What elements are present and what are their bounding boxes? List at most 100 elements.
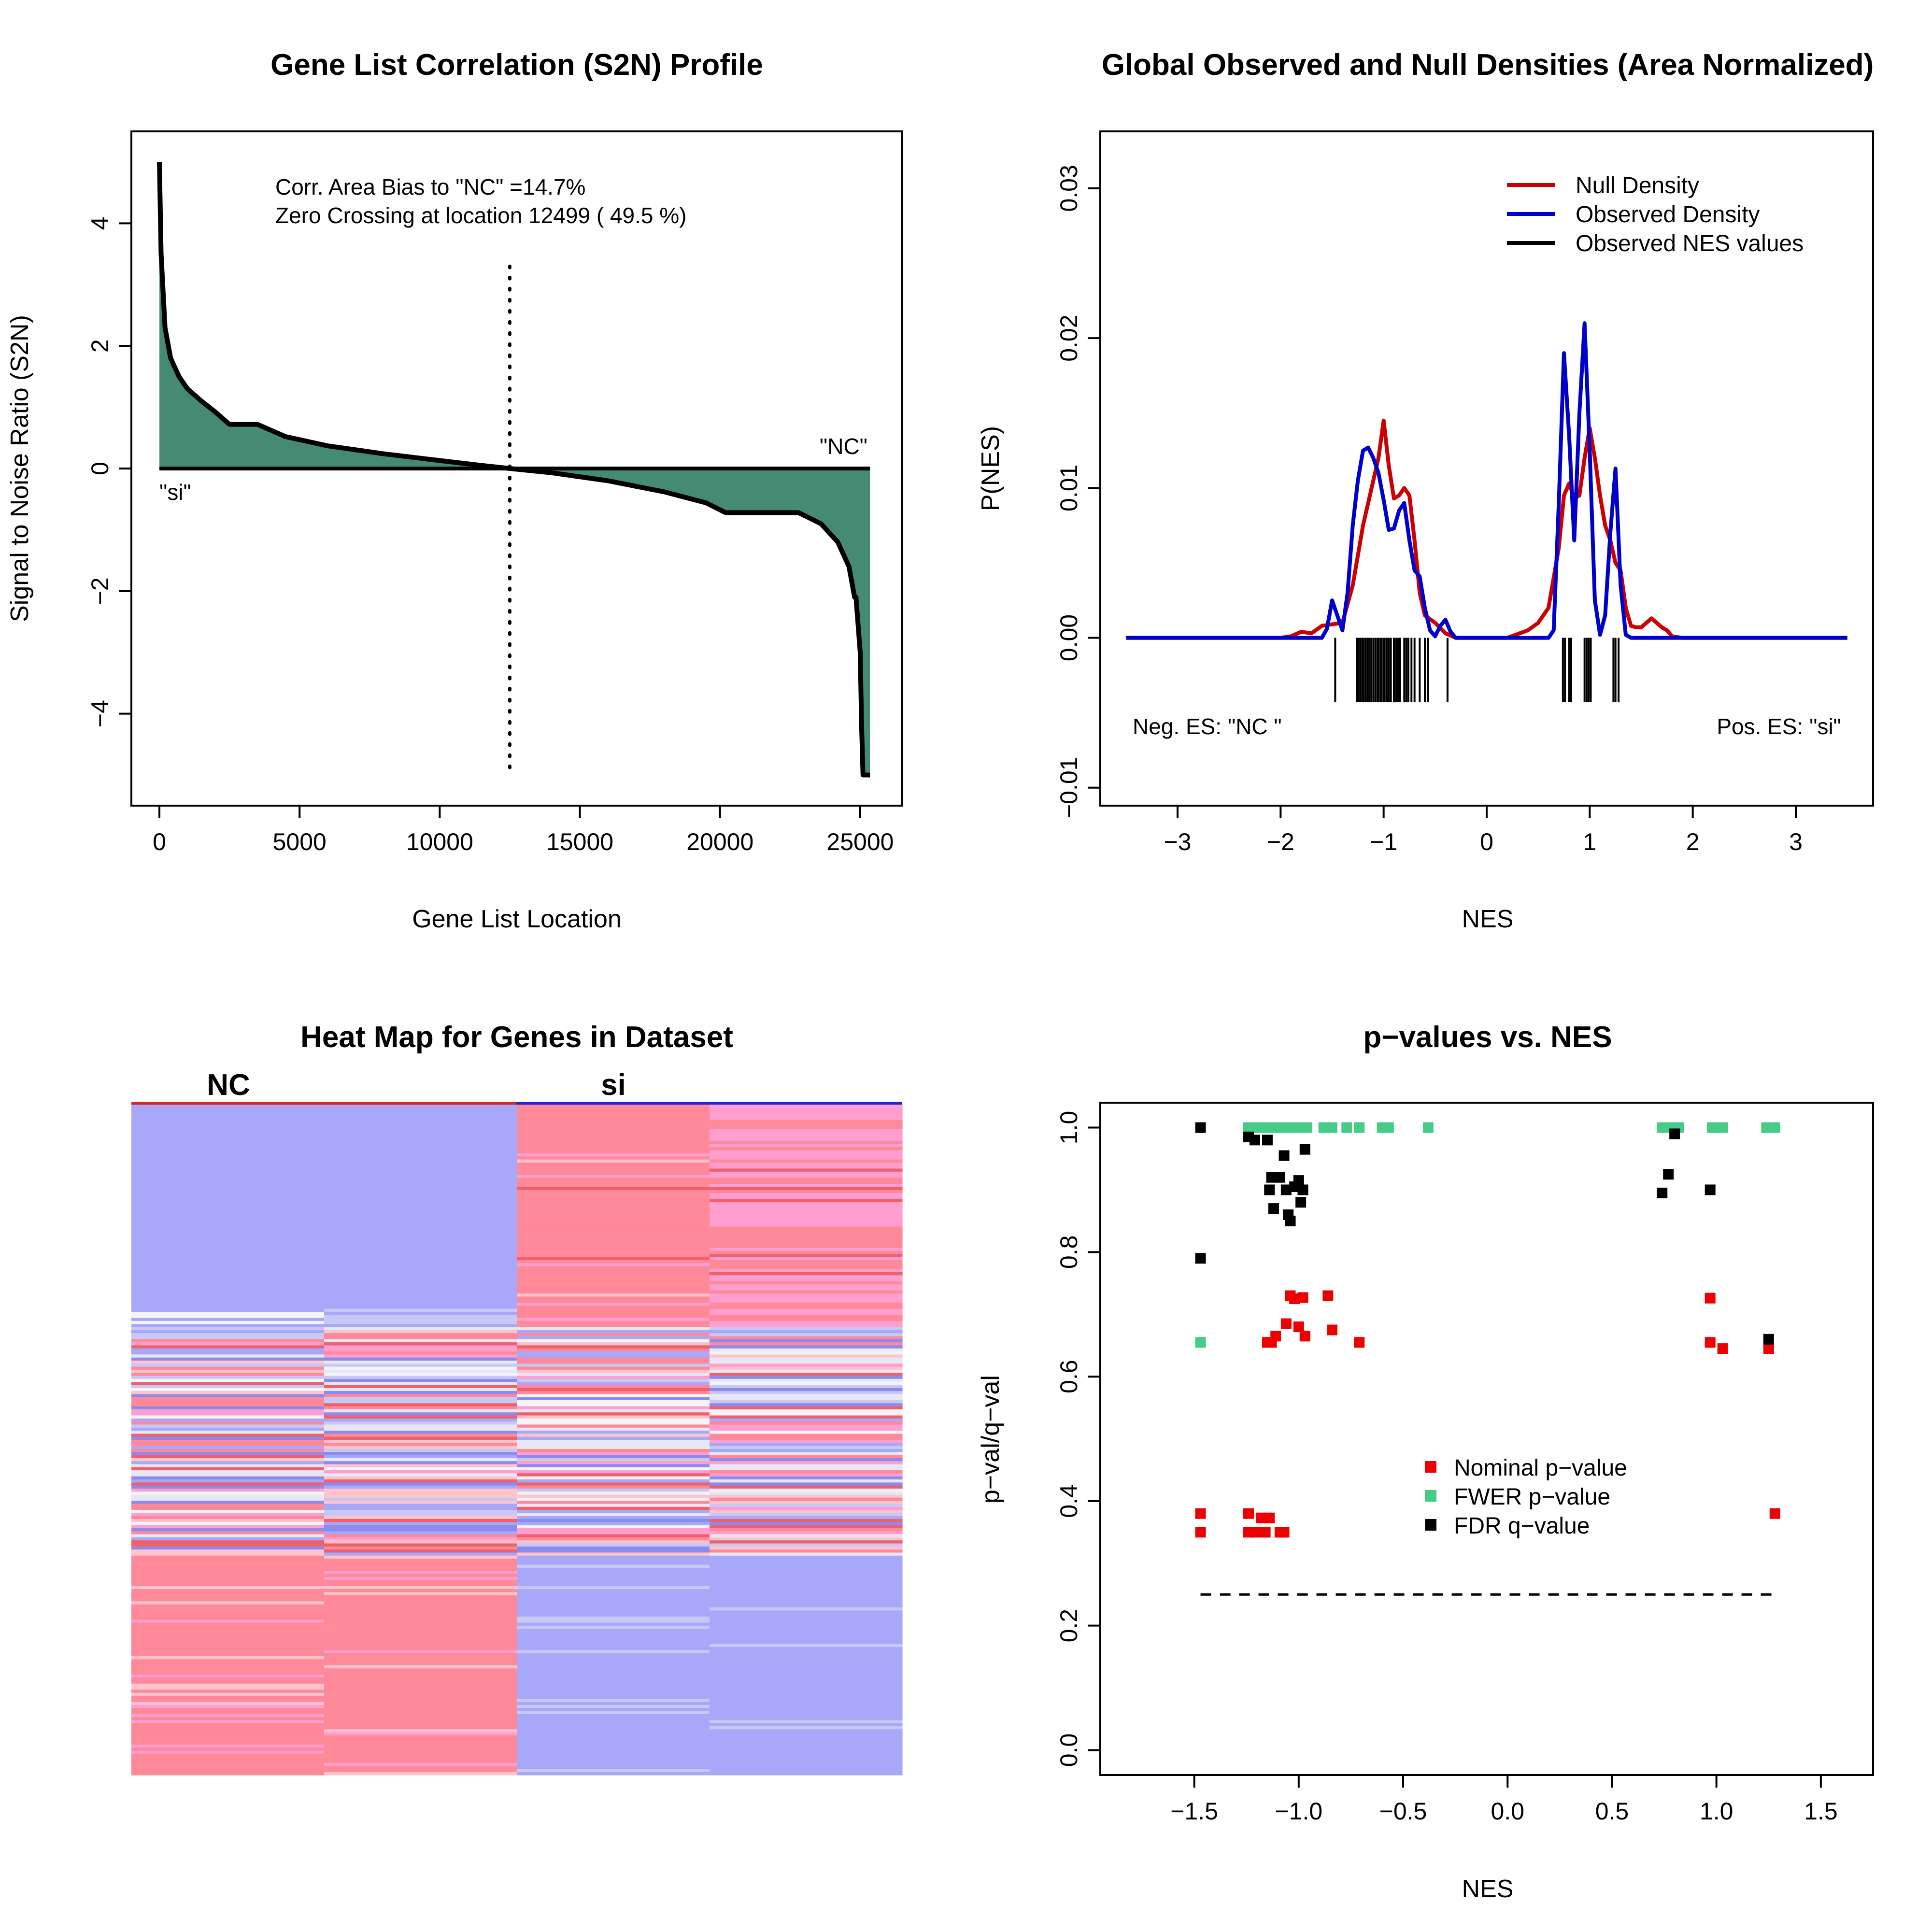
heatmap-cell [131,1250,325,1254]
heatmap-cell [324,1187,517,1191]
heatmap-cell [710,1540,903,1544]
heatmap-cell [710,1494,903,1498]
heatmap-cell [324,1193,517,1196]
heatmap-cell [517,1275,710,1279]
heatmap-cell [517,1650,710,1654]
density-y-label: P(NES) [977,426,1005,511]
heatmap-cell [131,1303,325,1306]
heatmap-cell [710,1272,903,1276]
heatmap-cell [710,1668,903,1672]
heatmap-cell [131,1467,325,1471]
heatmap-cell [131,1113,325,1117]
s2n-x-tick-label: 0 [153,828,166,855]
density-y-tick-label: 0.00 [1055,614,1082,661]
heatmap-cell [131,1226,325,1230]
heatmap-cell [517,1564,710,1568]
heatmap-cell [710,1110,903,1114]
heatmap-cell [324,1467,517,1471]
heatmap-cell [324,1168,517,1172]
heatmap-cell [710,1757,903,1761]
heatmap-cell [131,1308,325,1312]
heatmap-cell [131,1254,325,1258]
fwer-pvalue-point [1251,1122,1263,1133]
heatmap-cell [131,1671,325,1675]
heatmap-cell [710,1105,903,1108]
legend-fdr-swatch [1425,1519,1436,1531]
heatmap-cell [131,1714,325,1718]
heatmap-cell [324,1625,517,1629]
heatmap-cell [517,1540,710,1544]
heatmap-cell [710,1175,903,1179]
heatmap-cell [710,1357,903,1361]
heatmap-cell [131,1245,325,1249]
heatmap-cell [710,1333,903,1337]
heatmap-cell [131,1223,325,1227]
heatmap-cell [710,1278,903,1282]
heatmap-cell [324,1540,517,1544]
heatmap-cell [710,1653,903,1657]
heatmap-cell [710,1528,903,1532]
heatmap-cell [517,1671,710,1675]
heatmap-cell [324,1659,517,1663]
heatmap-cell [324,1695,517,1699]
heatmap-cell [710,1296,903,1300]
heatmap-cell [517,1245,710,1249]
heatmap-cell [131,1601,325,1605]
heatmap-cell [517,1647,710,1650]
fdr-qvalue-point [1268,1203,1279,1214]
heatmap-cell [131,1208,325,1212]
heatmap-cell [517,1440,710,1443]
heatmap-cell [131,1705,325,1708]
heatmap-cell [710,1769,903,1773]
heatmap-cell [131,1452,325,1456]
heatmap-cell [324,1555,517,1559]
heatmap-cell [710,1376,903,1379]
s2n-x-tick-label: 15000 [546,828,613,855]
heatmap-cell [131,1753,325,1757]
heatmap-cell [131,1613,325,1617]
heatmap-cell [710,1650,903,1654]
heatmap-cell [131,1501,325,1505]
heatmap-cell [324,1464,517,1468]
s2n-y-tick-label: 2 [86,339,114,353]
heatmap-cell [710,1625,903,1629]
heatmap-cell [517,1278,710,1282]
heatmap-cell [131,1692,325,1696]
heatmap-cell [324,1162,517,1166]
heatmap-cell [517,1168,710,1172]
heatmap-cell [517,1434,710,1437]
heatmap-cell [710,1129,903,1133]
heatmap-cell [131,1650,325,1654]
heatmap-cell [131,1677,325,1681]
heatmap-cell [710,1720,903,1724]
heatmap-cell [517,1378,710,1382]
heatmap-cell [131,1351,325,1355]
fdr-qvalue-point [1663,1169,1674,1180]
heatmap-cell [131,1436,325,1440]
heatmap-cell [710,1196,903,1200]
heatmap-cell [324,1629,517,1633]
heatmap-cell [324,1479,517,1483]
heatmap-cell [324,1738,517,1742]
heatmap-cell [324,1254,517,1258]
heatmap-cell [710,1269,903,1273]
density-chart-title: Global Observed and Null Densities (Area… [1102,48,1874,82]
heatmap-cell [517,1354,710,1358]
heatmap-cell [517,1604,710,1608]
fwer-pvalue-point [1268,1122,1279,1133]
heatmap-cell [710,1750,903,1754]
fwer-pvalue-point [1327,1122,1337,1133]
heatmap-cell [710,1321,903,1324]
heatmap-cell [710,1312,903,1315]
heatmap-cell [324,1543,517,1547]
heatmap-cell [131,1717,325,1721]
heatmap-cell [131,1598,325,1602]
heatmap-cell [324,1269,517,1273]
fwer-pvalue-point [1260,1122,1271,1133]
pvalue-x-tick-label: 0.5 [1595,1798,1629,1825]
heatmap-cell [324,1117,517,1121]
fdr-qvalue-point [1763,1334,1774,1345]
heatmap-cell [517,1260,710,1264]
s2n-y-axis: −4 −2 0 2 4 [86,216,131,727]
heatmap-cell [131,1434,325,1437]
